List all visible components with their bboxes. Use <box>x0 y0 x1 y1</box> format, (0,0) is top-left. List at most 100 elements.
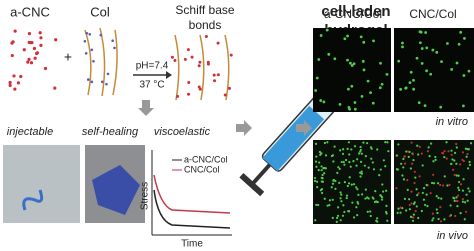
cell <box>328 203 331 207</box>
cell <box>420 61 424 65</box>
cell <box>440 197 443 200</box>
cell <box>336 214 340 217</box>
cell <box>323 141 326 145</box>
cell <box>401 174 404 177</box>
cnc-particle <box>38 31 42 35</box>
cell <box>456 194 460 197</box>
cell <box>425 193 428 196</box>
cell <box>431 48 435 52</box>
cell <box>379 61 382 65</box>
cell <box>431 219 434 222</box>
cell <box>395 154 398 157</box>
cell <box>401 45 404 49</box>
cell <box>323 172 326 175</box>
cell <box>421 164 424 167</box>
healed-gel <box>92 165 140 215</box>
cell <box>352 159 355 163</box>
cell <box>315 155 318 158</box>
legend-label: a-CNC/Col <box>184 154 228 164</box>
row-label: in vitro <box>436 116 468 128</box>
cnc-particle <box>16 81 21 85</box>
cell <box>431 212 434 215</box>
cell <box>372 168 376 171</box>
cnc-particle <box>206 62 210 66</box>
cell <box>381 183 384 186</box>
cell <box>315 165 318 168</box>
cell <box>314 142 318 145</box>
cell <box>347 141 351 144</box>
schiff-network <box>174 34 230 101</box>
cell <box>319 153 322 157</box>
cell <box>355 164 358 167</box>
cell <box>453 197 456 200</box>
cell <box>330 186 333 189</box>
cell <box>328 199 332 202</box>
cell <box>423 104 427 108</box>
cell <box>406 188 409 191</box>
cell <box>372 39 375 43</box>
cell <box>331 182 335 185</box>
cell <box>412 202 416 205</box>
cell <box>397 207 400 210</box>
cell <box>405 209 408 212</box>
cell <box>455 174 458 177</box>
cell <box>403 162 407 165</box>
cell <box>362 40 366 44</box>
cell <box>360 172 363 175</box>
cell <box>320 176 323 179</box>
cell <box>464 210 468 213</box>
cell <box>426 150 429 153</box>
cell <box>417 192 420 195</box>
cell <box>380 82 384 86</box>
cell <box>316 180 319 183</box>
cell <box>346 147 349 150</box>
cell <box>413 181 416 185</box>
cell <box>359 145 362 149</box>
cnc-particle <box>197 64 201 68</box>
cell <box>366 79 370 83</box>
cell <box>359 175 362 178</box>
component-label: a-CNC <box>10 4 50 19</box>
cell <box>406 150 410 153</box>
micrograph <box>313 140 391 224</box>
cell <box>404 86 408 90</box>
cell <box>405 150 408 153</box>
cell <box>430 181 434 185</box>
cell <box>395 168 398 171</box>
cell <box>350 64 354 67</box>
cell <box>331 198 334 201</box>
cnc-particle <box>227 86 231 90</box>
cell <box>450 67 454 71</box>
cell <box>347 87 350 91</box>
cell <box>435 50 439 54</box>
cell <box>371 101 375 105</box>
cnc-particle <box>187 92 191 96</box>
cell <box>435 208 438 211</box>
cnc-particle <box>35 51 39 55</box>
cnc-particle <box>223 93 227 97</box>
cell <box>417 216 420 220</box>
cell <box>409 70 413 74</box>
cell <box>317 169 320 172</box>
cell <box>348 176 351 179</box>
crosslink-site <box>113 46 116 50</box>
cell <box>376 217 379 220</box>
cell <box>412 213 415 216</box>
cell <box>397 59 401 63</box>
cell <box>346 184 349 188</box>
crosslink-site <box>106 72 110 76</box>
cnc-particle <box>32 46 37 51</box>
cnc-particle <box>29 61 34 65</box>
cell <box>326 141 329 144</box>
cell <box>450 149 453 152</box>
crosslink-site <box>92 59 95 63</box>
cell <box>321 173 324 177</box>
cell <box>350 183 353 186</box>
cell <box>375 200 378 203</box>
cell <box>346 34 349 38</box>
cell <box>432 173 435 176</box>
cell <box>441 151 444 155</box>
cnc-particle <box>183 57 187 61</box>
cell <box>313 176 317 180</box>
cell <box>449 204 452 207</box>
